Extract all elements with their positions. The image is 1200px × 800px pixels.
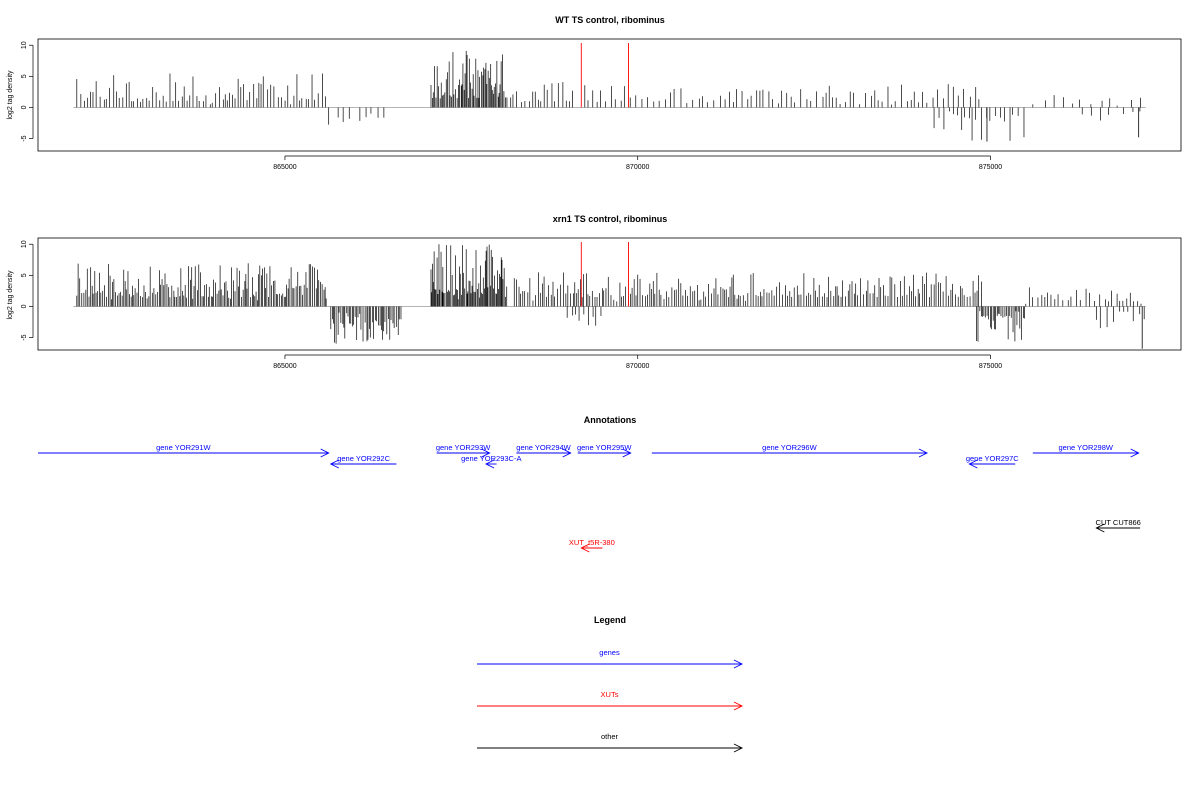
y-tick-label: -5 (21, 334, 28, 340)
y-tick-label: 5 (21, 74, 28, 78)
feature-gene-yor293w: gene YOR293W (436, 443, 491, 458)
legend-item-xuts: XUTs (477, 690, 744, 711)
feature-label: XUT_t5R-380 (569, 538, 615, 547)
feature-label: gene YOR293C-A (461, 454, 521, 463)
arrow-head-right (1130, 448, 1140, 458)
arrow-head-left (329, 459, 340, 469)
arrow-head-left (1095, 523, 1105, 533)
feature-label: CUT CUT866 (1096, 518, 1141, 527)
panel-1-highlight-lines (580, 43, 629, 108)
arrow-head-right (481, 448, 491, 458)
panel-2-x-axis: 865000 870000 875000 (273, 354, 1002, 370)
x-tick-label: 875000 (979, 363, 1002, 370)
legend-items: genes XUTs other (477, 648, 744, 753)
feature-label: gene YOR292C (337, 454, 390, 463)
y-tick-label: 0 (21, 304, 28, 308)
feature-gene-yor295w: gene YOR295W (577, 443, 632, 458)
feature-label: gene YOR296W (762, 443, 817, 452)
feature-label: gene YOR297C (966, 454, 1019, 463)
panel-wt: WT TS control, ribominus log2 tag densit… (7, 15, 1182, 171)
arrow-head-right (320, 448, 330, 458)
arrow-head-right (562, 448, 572, 458)
feature-gene-yor293c-a: gene YOR293C-A (461, 454, 521, 469)
feature-label: gene YOR295W (577, 443, 632, 452)
panel-2-ylabel: log2 tag density (7, 270, 14, 320)
x-tick-label: 875000 (979, 164, 1002, 171)
legend-label: XUTs (601, 690, 619, 699)
panel-1-frame (37, 38, 1182, 152)
feature-gene-yor294w: gene YOR294W (516, 443, 572, 458)
x-tick-label: 870000 (626, 363, 649, 370)
arrow-head-left (968, 459, 978, 469)
panel-1-x-axis: 865000 870000 875000 (273, 155, 1002, 171)
panel-2-highlight-lines (580, 242, 629, 307)
y-tick-label: 0 (21, 105, 28, 109)
arrow-head-right (622, 448, 632, 458)
panel-2-y-axis: -5 0 5 10 (21, 240, 34, 341)
legend: Legend genes XUTs other (477, 615, 744, 753)
y-tick-label: -5 (21, 135, 28, 141)
feature-gene-yor298w: gene YOR298W (1032, 443, 1140, 458)
legend-label: other (601, 732, 619, 741)
legend-label: genes (599, 648, 620, 657)
annotation-features: gene YOR291W gene YOR292C gene YOR293W gene… (38, 443, 1141, 553)
arrow-head-left (485, 459, 495, 469)
feature-gene-yor292c: gene YOR292C (329, 454, 397, 469)
feature-gene-yor291w: gene YOR291W (38, 443, 330, 458)
legend-arrow-head (733, 659, 744, 669)
feature-label: gene YOR294W (516, 443, 571, 452)
panel-xrn1: xrn1 TS control, ribominus log2 tag dens… (7, 214, 1182, 370)
legend-item-genes: genes (477, 648, 744, 669)
x-tick-label: 865000 (273, 363, 296, 370)
panel-2-title: xrn1 TS control, ribominus (553, 214, 668, 224)
arrow-head-right (918, 448, 929, 458)
feature-label: gene YOR291W (156, 443, 211, 452)
legend-arrow-head (733, 743, 744, 753)
panel-1-title: WT TS control, ribominus (555, 15, 665, 25)
y-tick-label: 10 (21, 41, 28, 49)
arrow-head-left (580, 543, 590, 553)
feature-label: gene YOR293W (436, 443, 491, 452)
legend-item-other: other (477, 732, 744, 753)
y-tick-label: 5 (21, 273, 28, 277)
feature-label: gene YOR298W (1059, 443, 1114, 452)
y-tick-label: 10 (21, 240, 28, 248)
legend-arrow-head (733, 701, 744, 711)
feature-gene-yor297c: gene YOR297C (966, 454, 1019, 469)
x-tick-label: 865000 (273, 164, 296, 171)
panel-2-frame (37, 237, 1182, 351)
panel-2-bars (76, 244, 1145, 349)
legend-title: Legend (594, 615, 626, 625)
panel-1-y-axis: -5 0 5 10 (21, 41, 34, 142)
panel-1-ylabel: log2 tag density (7, 70, 14, 120)
annotations-title: Annotations (584, 415, 637, 425)
feature-gene-yor296w: gene YOR296W (651, 443, 929, 458)
panel-1-bars (76, 50, 1141, 142)
x-tick-label: 870000 (626, 164, 649, 171)
feature-xut-t5r-380: XUT_t5R-380 (569, 538, 615, 553)
feature-cut-cut866: CUT CUT866 (1095, 518, 1141, 533)
